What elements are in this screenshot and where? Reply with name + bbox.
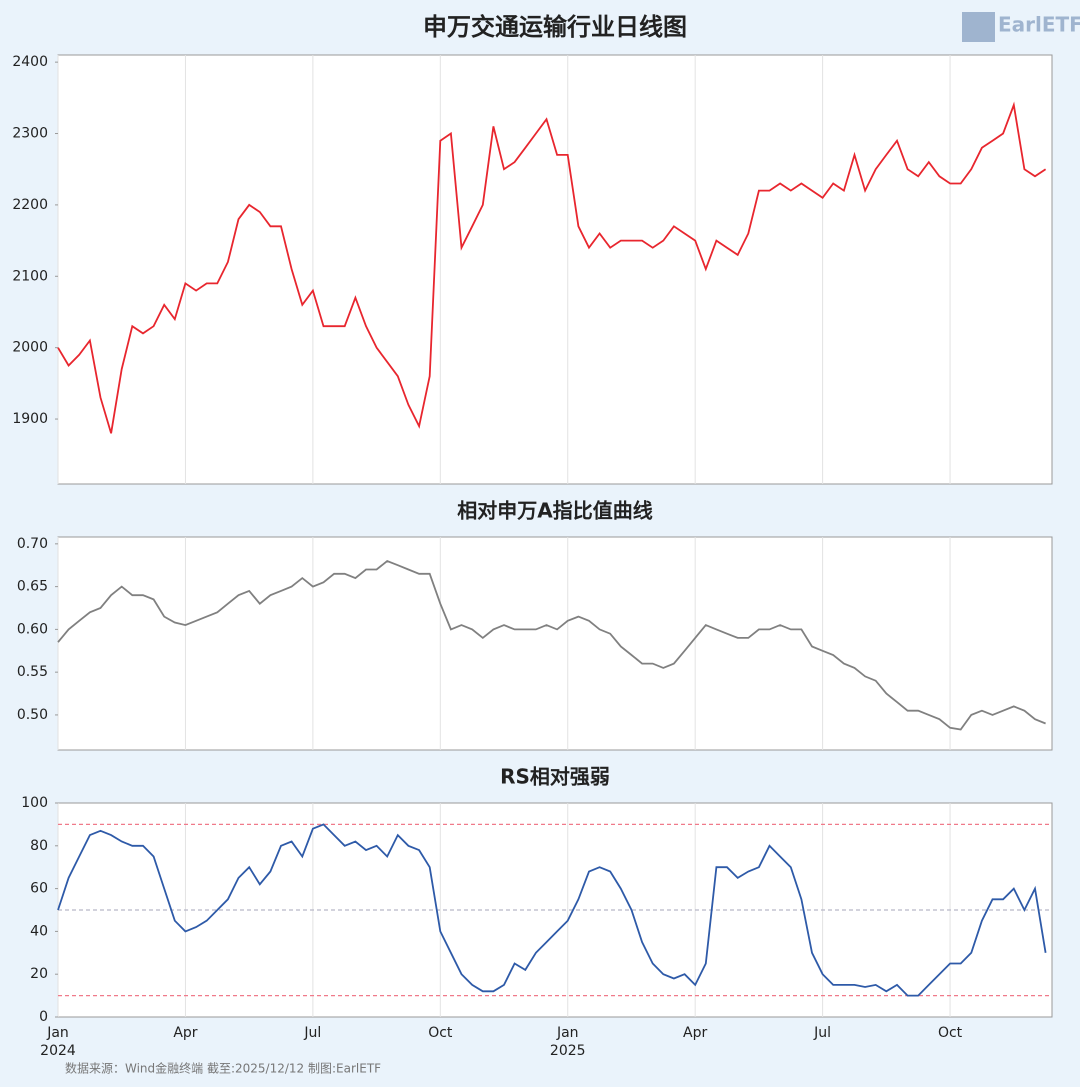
x-tick-label: Apr: [173, 1025, 197, 1041]
line: [57, 101, 1047, 434]
x-tick-label: Jan: [556, 1025, 579, 1041]
line: [57, 823, 1047, 997]
footer: 数据来源：Wind金融终端 截至:2025/12/12 制图:EarlETF: [65, 1061, 381, 1076]
y-tick-label: 60: [30, 881, 48, 897]
x-tick-year: 2024: [40, 1043, 76, 1059]
y-tick-label: 20: [30, 966, 48, 982]
plot-area: [57, 54, 1053, 485]
y-tick-label: 100: [21, 795, 48, 811]
y-tick-label: 2100: [12, 268, 48, 284]
x-tick-label: Jul: [813, 1025, 831, 1041]
y-tick-label: 2400: [12, 54, 48, 70]
line: [57, 559, 1046, 731]
y-tick-label: 2200: [12, 197, 48, 213]
y-tick-label: 0.65: [17, 579, 48, 595]
logo-icon: [962, 12, 995, 42]
y-tick-label: 0: [39, 1009, 48, 1025]
y-tick-label: 2300: [12, 126, 48, 142]
chart-title: 相对申万A指比值曲线: [457, 499, 652, 523]
x-tick-label: Apr: [683, 1025, 707, 1041]
y-tick-label: 80: [30, 838, 48, 854]
x-tick-label: Jul: [303, 1025, 321, 1041]
y-tick-label: 0.50: [17, 707, 48, 723]
chart-title: 申万交通运输行业日线图: [423, 13, 687, 41]
x-tick-label: Oct: [428, 1025, 453, 1041]
chart-title: RS相对强弱: [500, 765, 610, 789]
x-tick-label: Jan: [46, 1025, 69, 1041]
logo: EarlETF: [998, 13, 1080, 37]
y-tick-label: 40: [30, 923, 48, 939]
x-tick-year: 2025: [550, 1043, 586, 1059]
plot-area: [57, 536, 1053, 751]
x-tick-label: Oct: [938, 1025, 963, 1041]
y-tick-label: 0.70: [17, 536, 48, 552]
y-tick-label: 2000: [12, 340, 48, 356]
y-tick-label: 0.55: [17, 664, 48, 680]
y-tick-label: 0.60: [17, 621, 48, 637]
y-tick-label: 1900: [12, 411, 48, 427]
